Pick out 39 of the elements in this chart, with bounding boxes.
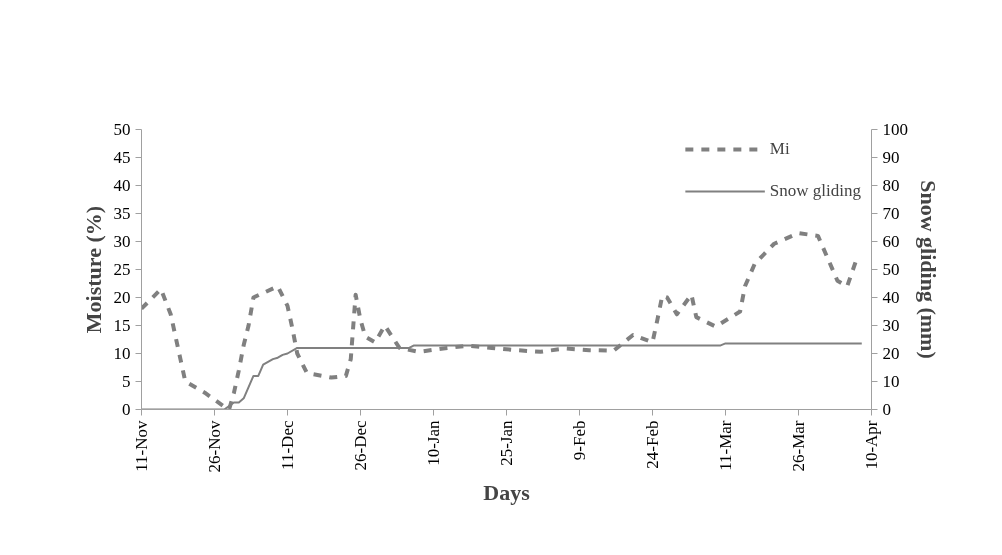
x-tick-label: 25-Jan	[497, 420, 516, 466]
legend-label: Snow gliding	[769, 181, 861, 201]
y2-tick-label: 10	[882, 372, 900, 391]
x-tick-label: 11-Mar	[716, 420, 735, 471]
x-axis-title: Days	[483, 480, 531, 506]
x-tick-label: 11-Dec	[278, 420, 297, 470]
x-tick-label: 26-Mar	[789, 420, 808, 472]
y2-axis-title: Snow gliding (mm)	[916, 180, 941, 359]
line-series	[141, 231, 859, 410]
y2-tick-label: 30	[882, 316, 900, 335]
legend-label: Mi	[769, 139, 790, 159]
y-tick-label: 15	[113, 316, 131, 335]
y2-tick-label: 60	[882, 232, 900, 251]
y-tick-label: 40	[113, 176, 131, 195]
y-tick-label: 30	[113, 232, 131, 251]
y-tick-label: 45	[113, 148, 131, 167]
y2-tick-label: 40	[882, 288, 900, 307]
x-tick-label: 10-Apr	[862, 420, 881, 470]
x-tick-label: 11-Nov	[132, 420, 151, 472]
y2-tick-label: 100	[882, 120, 908, 139]
y2-tick-label: 50	[882, 260, 900, 279]
y2-tick-label: 20	[882, 344, 900, 363]
x-tick-label: 24-Feb	[643, 420, 662, 469]
x-tick-label: 9-Feb	[570, 420, 589, 461]
y-tick-label: 25	[113, 260, 131, 279]
y2-tick-label: 70	[882, 204, 900, 223]
y-tick-label: 0	[122, 400, 131, 419]
y-axis-title: Moisture (%)	[80, 205, 106, 334]
x-tick-label: 10-Jan	[424, 420, 443, 466]
y-tick-label: 35	[113, 204, 131, 223]
x-tick-label: 26-Dec	[351, 420, 370, 471]
x-tick-label: 26-Nov	[205, 420, 224, 473]
y-tick-label: 5	[122, 372, 131, 391]
y2-tick-label: 80	[882, 176, 900, 195]
y-tick-label: 10	[113, 344, 131, 363]
y-tick-label: 50	[113, 120, 131, 139]
y2-tick-label: 90	[882, 148, 900, 167]
y2-tick-label: 0	[882, 400, 891, 419]
y-tick-label: 20	[113, 288, 131, 307]
